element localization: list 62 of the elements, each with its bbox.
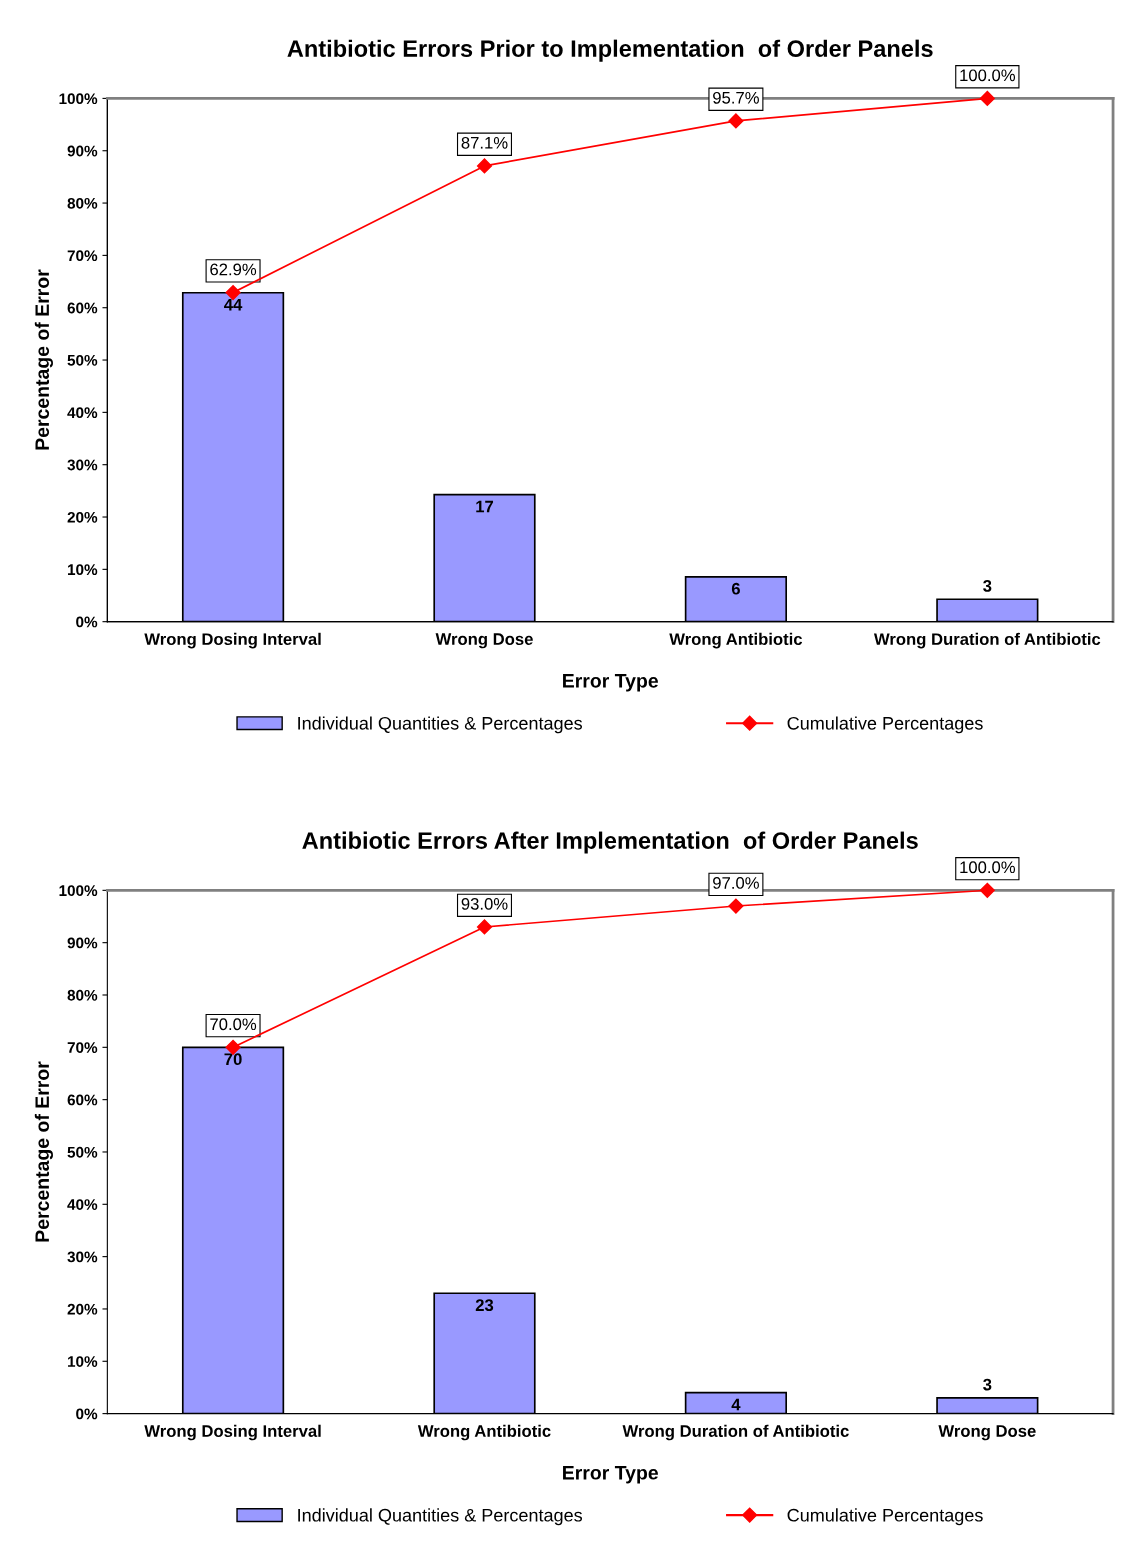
y-tick-label: 70% — [67, 1042, 98, 1054]
y-tick-label: 80% — [67, 197, 98, 209]
y-tick-label: 30% — [67, 1251, 98, 1263]
y-axis-title: Percentage of Error — [34, 269, 53, 450]
data-label: 6 — [731, 582, 740, 595]
data-label: 4 — [731, 1398, 741, 1411]
data-label: 93.0% — [461, 897, 508, 910]
data-label: 23 — [475, 1299, 494, 1312]
point — [728, 898, 744, 914]
legend-label: Individual Quantities & Percentages — [298, 716, 583, 734]
data-label: 17 — [476, 500, 494, 513]
y-tick-label: 70% — [67, 250, 98, 262]
data-label: 100.0% — [960, 69, 1016, 82]
legend-label: Cumulative Percentages — [787, 1508, 983, 1526]
chart-title: Antibiotic Errors Prior to Implementation of Order Panels — [287, 39, 933, 62]
point — [476, 158, 493, 174]
point — [476, 919, 493, 935]
legend-label: Individual Quantities & Percentages — [298, 1508, 583, 1526]
y-tick-label: 80% — [67, 989, 98, 1001]
x-tick-label: Wrong Dose — [435, 633, 533, 649]
data-label: 3 — [983, 1378, 992, 1391]
data-label: 70.0% — [210, 1018, 257, 1031]
y-tick-label: 40% — [67, 1199, 98, 1210]
y-tick-label: 0% — [76, 1408, 98, 1420]
x-tick-label: Wrong Duration of Antibiotic — [873, 632, 1101, 649]
point — [728, 113, 744, 129]
data-label: 87.1% — [461, 136, 508, 149]
x-tick-label: Wrong Antibiotic — [669, 632, 803, 649]
y-tick-label: 60% — [67, 302, 98, 314]
y-tick-label: 20% — [67, 1303, 98, 1315]
y-tick-label: 10% — [68, 1356, 98, 1367]
x-tick-label: Wrong Dosing Interval — [144, 1424, 321, 1441]
x-tick-label: Wrong Duration of Antibiotic — [622, 1424, 849, 1441]
y-tick-label: 50% — [67, 354, 98, 366]
y-tick-label: 60% — [67, 1094, 98, 1106]
y-tick-label: 20% — [67, 511, 98, 523]
y-tick-label: 50% — [67, 1146, 98, 1158]
x-axis-title: Error Type — [563, 674, 658, 692]
x-tick-label: Wrong Antibiotic — [417, 1424, 551, 1441]
y-tick-label: 90% — [67, 937, 98, 949]
y-tick-label: 100% — [59, 93, 98, 105]
point — [979, 90, 995, 106]
y-tick-label: 30% — [67, 459, 98, 471]
data-label: 95.7% — [713, 91, 759, 104]
data-label: 97.0% — [713, 877, 759, 889]
data-label: 100.0% — [960, 861, 1016, 874]
chart-title: Antibiotic Errors After Implementation of Order Panels — [302, 831, 918, 854]
legend-label: Cumulative Percentages — [787, 716, 983, 734]
data-label: 62.9% — [210, 263, 257, 276]
x-tick-label: Wrong Dose — [938, 1425, 1036, 1441]
x-axis-title: Error Type — [563, 1466, 658, 1484]
point — [979, 882, 995, 898]
y-tick-label: 100% — [59, 885, 98, 897]
y-tick-label: 40% — [67, 407, 98, 419]
y-axis-title: Percentage of Error — [34, 1061, 53, 1242]
data-label: 3 — [983, 579, 992, 592]
y-tick-label: 10% — [68, 564, 98, 576]
y-tick-label: 90% — [67, 145, 98, 157]
data-label: 70 — [224, 1053, 242, 1066]
x-tick-label: Wrong Dosing Interval — [144, 632, 321, 649]
data-label: 44 — [224, 298, 243, 311]
y-tick-label: 0% — [76, 616, 98, 628]
